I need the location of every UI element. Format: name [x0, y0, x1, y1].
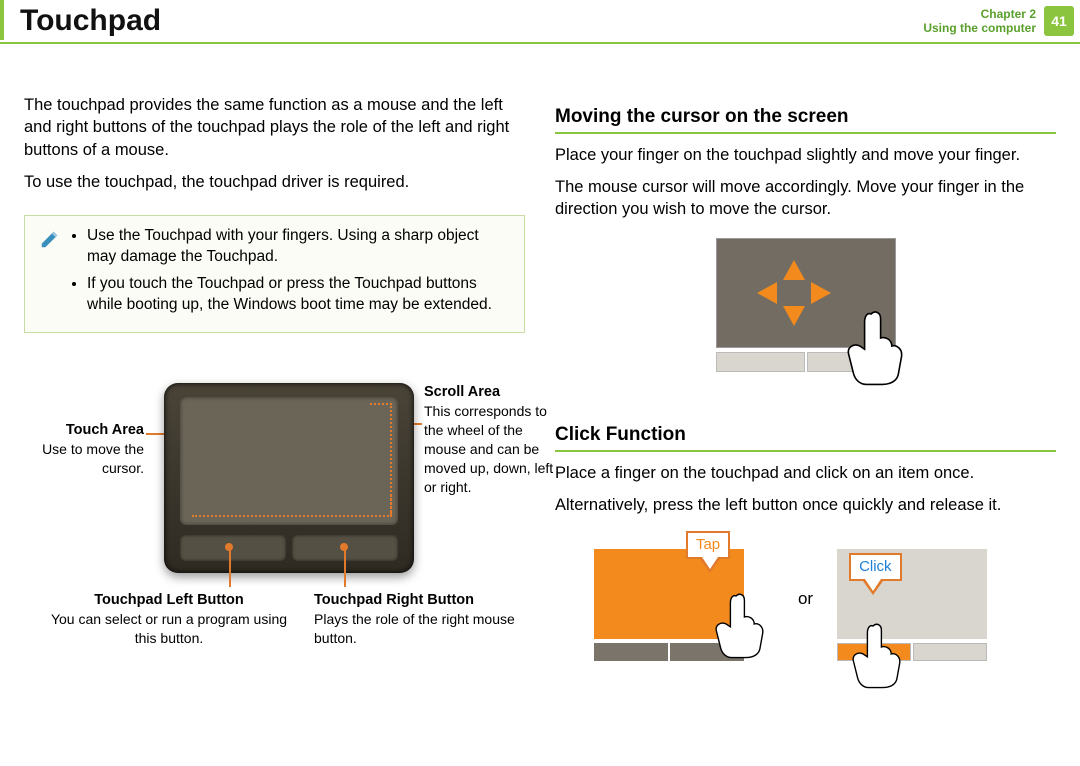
section-moving-cursor: Moving the cursor on the screen: [555, 104, 1056, 134]
moving-cursor-p1: Place your ﬁnger on the touchpad slightl…: [555, 144, 1056, 166]
touchpad-diagram: Touch Area Use to move the cursor. Scrol…: [24, 363, 525, 663]
touch-area-label: Touch Area Use to move the cursor.: [24, 421, 144, 478]
right-button-title: Touchpad Right Button: [314, 591, 544, 611]
chapter-line2: Using the computer: [923, 21, 1036, 35]
note-item: If you touch the Touchpad or press the T…: [87, 274, 512, 316]
left-button-label: Touchpad Left Button You can select or r…: [44, 591, 294, 648]
intro-paragraph-2: To use the touchpad, the touchpad driver…: [24, 171, 525, 193]
note-box: Use the Touchpad with your ﬁngers. Using…: [24, 215, 525, 333]
left-button-desc: You can select or run a program using th…: [51, 611, 287, 646]
right-column: Moving the cursor on the screen Place yo…: [555, 94, 1056, 665]
section-click-function: Click Function: [555, 422, 1056, 452]
scroll-area-label: Scroll Area This corresponds to the whee…: [424, 383, 554, 497]
click-function-p1: Place a ﬁnger on the touchpad and click …: [555, 462, 1056, 484]
page-header: Touchpad Chapter 2 Using the computer 41: [0, 0, 1080, 44]
chapter-box: Chapter 2 Using the computer 41: [923, 6, 1074, 36]
touchpad-left-button: [180, 535, 286, 561]
tap-label: Tap: [686, 531, 730, 559]
tap-figure: Tap: [594, 535, 774, 665]
click-function-p2: Alternatively, press the left button onc…: [555, 494, 1056, 516]
chapter-text: Chapter 2 Using the computer: [923, 7, 1036, 35]
hand-icon: [845, 619, 915, 689]
hand-icon: [708, 589, 778, 659]
right-button-label: Touchpad Right Button Plays the role of …: [314, 591, 544, 648]
scroll-area-title: Scroll Area: [424, 383, 554, 403]
left-column: The touchpad provides the same function …: [24, 94, 525, 665]
click-label: Click: [849, 553, 902, 581]
page-title: Touchpad: [4, 4, 161, 38]
touch-area-title: Touch Area: [24, 421, 144, 441]
click-function-diagram: Tap or Click: [555, 535, 1056, 665]
intro-paragraph-1: The touchpad provides the same function …: [24, 94, 525, 161]
note-icon: [39, 228, 61, 257]
click-figure: Click: [837, 535, 1017, 665]
touch-area-desc: Use to move the cursor.: [42, 441, 144, 476]
left-button-title: Touchpad Left Button: [44, 591, 294, 611]
note-item: Use the Touchpad with your ﬁngers. Using…: [87, 226, 512, 268]
page-number-badge: 41: [1044, 6, 1074, 36]
scroll-area-desc: This corresponds to the wheel of the mou…: [424, 403, 553, 495]
scroll-area-horizontal: [192, 495, 392, 517]
or-label: or: [798, 588, 813, 611]
touchpad-body: [164, 383, 414, 573]
right-button-desc: Plays the role of the right mouse button…: [314, 611, 515, 646]
hand-icon: [839, 306, 919, 386]
chapter-line1: Chapter 2: [923, 7, 1036, 21]
moving-cursor-diagram: [701, 238, 911, 388]
moving-cursor-p2: The mouse cursor will move accordingly. …: [555, 176, 1056, 221]
